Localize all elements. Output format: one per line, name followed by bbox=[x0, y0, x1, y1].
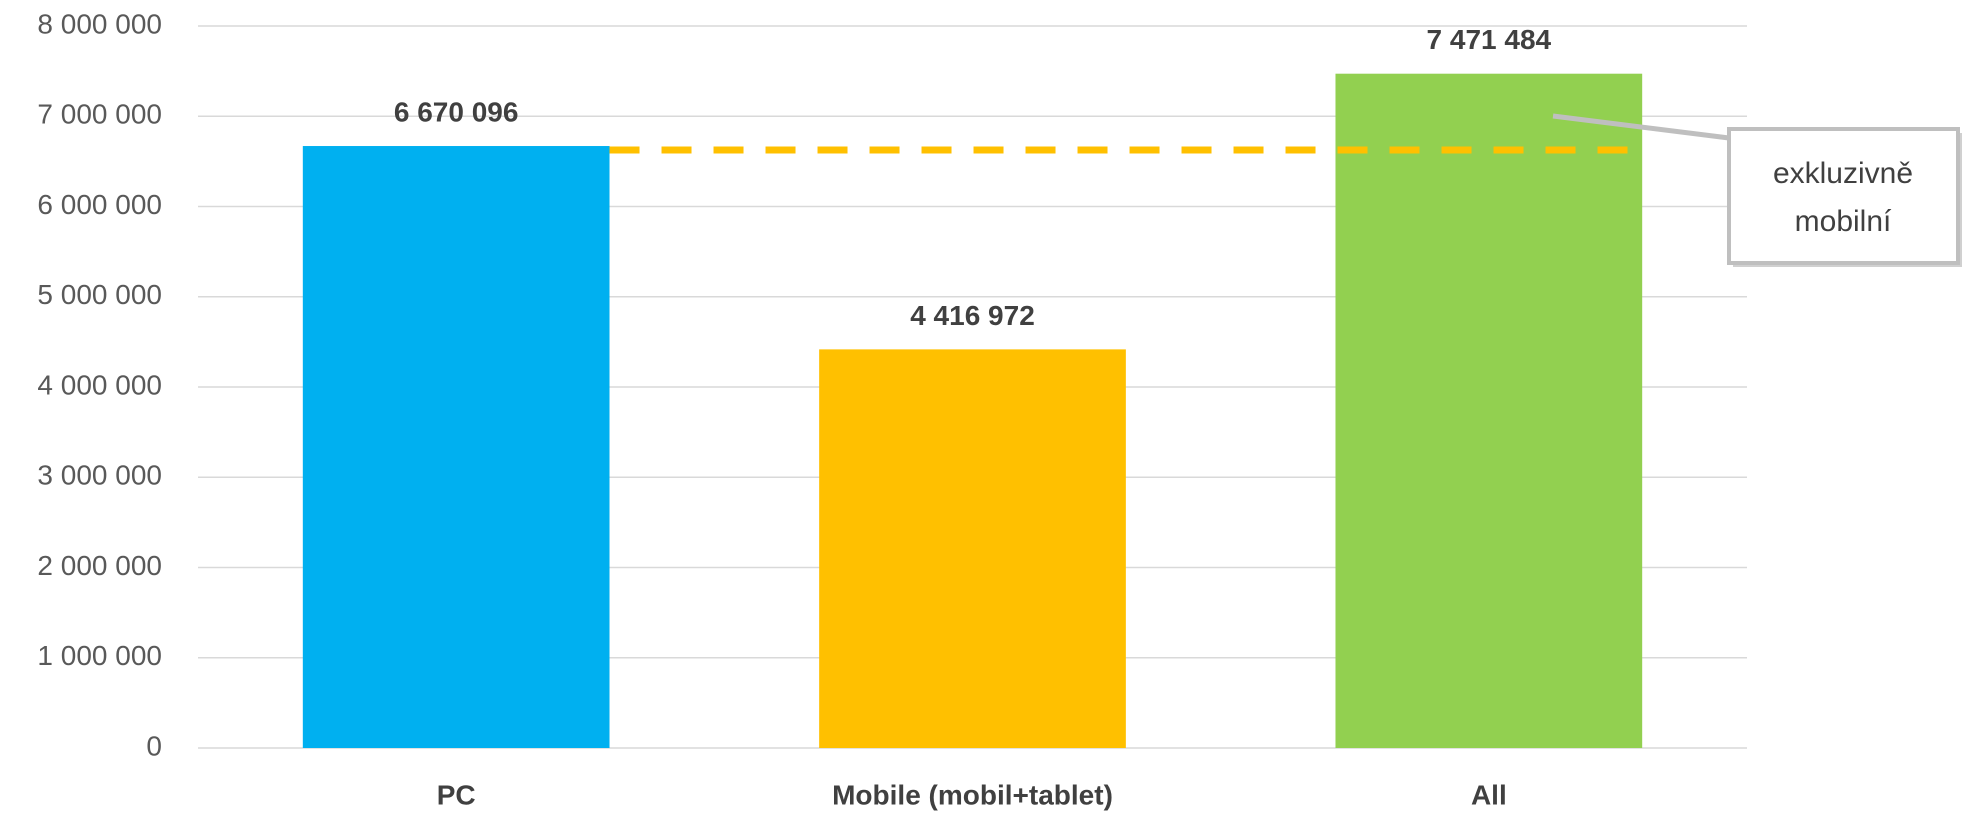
y-tick-label: 8 000 000 bbox=[37, 8, 162, 39]
y-tick-label: 5 000 000 bbox=[37, 279, 162, 310]
y-tick-label: 2 000 000 bbox=[37, 550, 162, 581]
x-tick-label: Mobile (mobil+tablet) bbox=[832, 779, 1113, 810]
annotation: mobilní bbox=[1795, 205, 1892, 238]
bar bbox=[1335, 73, 1643, 749]
x-tick-label: All bbox=[1471, 779, 1507, 810]
bar bbox=[819, 349, 1126, 748]
value-label: 7 471 484 bbox=[1427, 24, 1552, 55]
callout-connector bbox=[1552, 113, 1730, 141]
x-tick-label: PC bbox=[437, 779, 476, 810]
y-tick-label: 4 000 000 bbox=[37, 369, 162, 400]
y-tick-label: 0 bbox=[146, 730, 162, 761]
bar bbox=[302, 146, 610, 749]
value-label: 4 416 972 bbox=[910, 300, 1035, 331]
y-tick-label: 3 000 000 bbox=[37, 460, 162, 491]
y-tick-label: 1 000 000 bbox=[37, 640, 162, 671]
y-tick-label: 7 000 000 bbox=[37, 99, 162, 130]
y-tick-label: 6 000 000 bbox=[37, 189, 162, 220]
callout-box bbox=[1727, 127, 1960, 265]
annotation: exkluzivně bbox=[1773, 157, 1913, 190]
value-label: 6 670 096 bbox=[394, 96, 519, 127]
